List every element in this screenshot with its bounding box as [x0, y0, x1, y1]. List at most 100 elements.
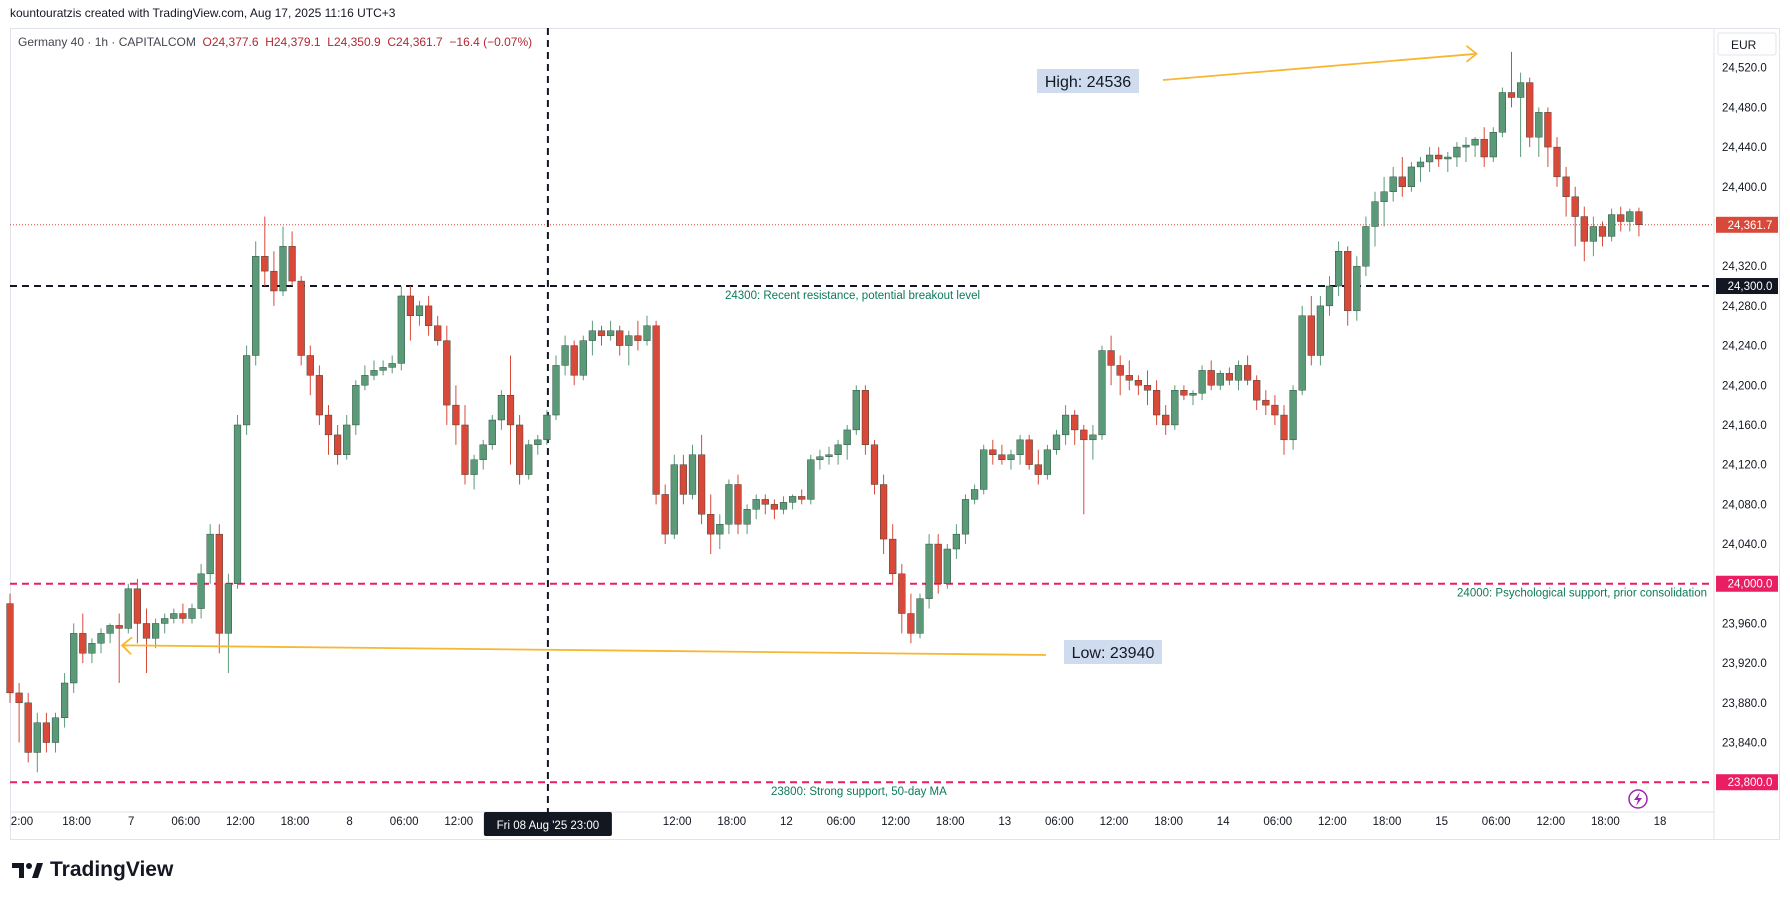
candle-up — [1362, 226, 1370, 267]
lightning-button[interactable] — [1628, 789, 1648, 809]
level-note-24300: 24300: Recent resistance, potential brea… — [725, 290, 980, 302]
candle-down — [1225, 373, 1234, 381]
x-tick-label: 18 — [1654, 816, 1667, 828]
candle-down — [1207, 370, 1215, 386]
level-tag-24000-bg — [1716, 575, 1778, 592]
candle-up — [106, 625, 114, 634]
candle-up — [1171, 390, 1179, 426]
candle-up — [97, 633, 105, 644]
x-tick-label: 18:00 — [281, 816, 310, 828]
candle-down — [1580, 216, 1588, 242]
low-arrow-line — [122, 644, 1047, 656]
candle-up — [716, 524, 724, 535]
candle-down — [1152, 390, 1161, 416]
high-arrow-head — [1465, 45, 1478, 63]
candle-down — [880, 484, 888, 540]
candle-up — [1626, 211, 1634, 222]
candle-down — [661, 494, 669, 535]
candle-down — [889, 538, 897, 575]
chart-frame — [10, 28, 1780, 840]
x-tick-label: 14 — [1217, 816, 1230, 828]
candle-up — [170, 613, 178, 619]
candle-up — [725, 484, 733, 525]
candle-down — [1480, 138, 1488, 158]
logo-text: TradingView — [50, 858, 174, 881]
candle-up — [1425, 154, 1434, 163]
candle-down — [425, 305, 433, 326]
candle-up — [61, 682, 69, 718]
candle-up — [1016, 439, 1024, 455]
level-tag-23800: 23,800.0 — [1728, 777, 1773, 789]
candle-down — [1243, 365, 1252, 381]
candle-up — [834, 444, 842, 455]
y-tick-label: 23,880.0 — [1722, 698, 1767, 710]
candle-up — [1325, 285, 1334, 307]
candle-down — [1180, 390, 1188, 396]
y-tick-label: 24,280.0 — [1722, 301, 1767, 313]
y-tick-label: 24,320.0 — [1722, 261, 1767, 273]
candle-up — [1589, 226, 1598, 242]
x-tick-label: 18:00 — [62, 816, 91, 828]
candle-down — [1107, 350, 1115, 366]
candle-up — [843, 429, 851, 446]
candle-up — [1453, 146, 1461, 158]
candle-down — [734, 484, 742, 525]
candle-up — [1498, 92, 1507, 133]
candle-down — [1262, 399, 1270, 406]
candle-up — [943, 548, 951, 584]
last-price-tag-bg — [1716, 216, 1778, 233]
x-tick-label: 13 — [998, 816, 1011, 828]
candle-down — [1253, 380, 1261, 401]
candle-down — [15, 692, 23, 704]
candle-up — [252, 256, 260, 356]
candle-down — [1143, 385, 1152, 391]
legend-high: H24,379.1 — [265, 35, 321, 49]
candle-down — [861, 390, 870, 446]
candle-down — [1034, 464, 1042, 475]
candle-up — [1416, 161, 1425, 168]
candle-up — [352, 385, 360, 426]
candle-up — [1516, 82, 1525, 98]
x-tick-label: 12:00 — [663, 816, 692, 828]
candle-down — [434, 325, 442, 341]
candle-down — [261, 256, 269, 272]
candle-up — [588, 330, 597, 341]
x-tick-label: 12:00 — [1536, 816, 1565, 828]
candle-down — [324, 414, 333, 436]
candle-up — [925, 543, 933, 599]
currency-label: EUR — [1731, 38, 1757, 52]
candle-down — [115, 625, 123, 629]
candle-up — [1052, 434, 1061, 450]
candle-down — [133, 588, 142, 624]
candle-up — [1353, 265, 1361, 312]
candle-up — [825, 454, 833, 457]
candle-down — [334, 434, 342, 455]
chart-credit: kountouratzis created with TradingView.c… — [10, 6, 396, 20]
candle-down — [215, 533, 223, 634]
y-tick-label: 24,160.0 — [1722, 420, 1767, 432]
level-note-23800: 23800: Strong support, 50-day MA — [771, 786, 947, 798]
candle-down — [406, 295, 415, 316]
high-label: High: 24536 — [1045, 74, 1131, 91]
candle-up — [743, 509, 751, 525]
candle-up — [1061, 414, 1070, 436]
candle-down — [297, 280, 305, 356]
candle-down — [315, 375, 324, 416]
candle-down — [998, 454, 1006, 460]
candle-down — [42, 722, 51, 743]
candle-down — [506, 394, 515, 426]
candle-up — [525, 444, 533, 475]
candle-up — [688, 454, 697, 495]
candle-up — [789, 496, 797, 503]
candle-up — [1289, 390, 1297, 441]
candle-down — [761, 499, 769, 505]
candle-up — [370, 370, 378, 376]
candle-down — [1125, 375, 1133, 381]
symbol-info: Germany 40 · 1h · CAPITALCOM — [18, 35, 196, 49]
candle-up — [534, 439, 542, 446]
x-tick-label: 18:00 — [1591, 816, 1620, 828]
y-tick-label: 24,200.0 — [1722, 380, 1767, 392]
candle-up — [1407, 166, 1416, 187]
x-tick-label: 06:00 — [390, 816, 419, 828]
